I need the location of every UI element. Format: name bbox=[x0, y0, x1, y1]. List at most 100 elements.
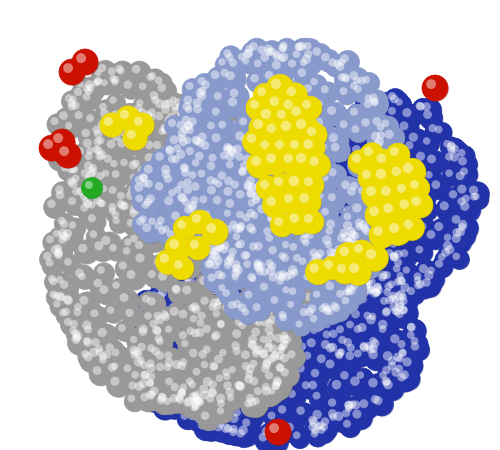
Circle shape bbox=[325, 190, 346, 212]
Circle shape bbox=[456, 171, 464, 180]
Circle shape bbox=[188, 204, 196, 212]
Circle shape bbox=[266, 234, 274, 242]
Circle shape bbox=[141, 195, 163, 217]
Circle shape bbox=[86, 170, 96, 179]
Circle shape bbox=[178, 162, 199, 182]
Circle shape bbox=[328, 193, 336, 201]
Circle shape bbox=[207, 387, 216, 397]
Circle shape bbox=[292, 254, 302, 263]
Circle shape bbox=[298, 292, 322, 315]
Circle shape bbox=[355, 216, 378, 240]
Circle shape bbox=[167, 112, 175, 121]
Circle shape bbox=[151, 171, 175, 194]
Circle shape bbox=[179, 90, 203, 113]
Circle shape bbox=[210, 239, 233, 262]
Circle shape bbox=[102, 340, 125, 363]
Circle shape bbox=[290, 243, 297, 251]
Circle shape bbox=[186, 270, 194, 278]
Circle shape bbox=[177, 193, 186, 202]
Circle shape bbox=[189, 137, 198, 145]
Circle shape bbox=[378, 373, 402, 396]
Circle shape bbox=[158, 393, 167, 402]
Circle shape bbox=[182, 374, 203, 395]
Circle shape bbox=[152, 149, 175, 172]
Circle shape bbox=[394, 181, 418, 205]
Circle shape bbox=[266, 259, 274, 267]
Circle shape bbox=[292, 38, 315, 62]
Circle shape bbox=[166, 300, 188, 323]
Circle shape bbox=[198, 358, 218, 378]
Circle shape bbox=[114, 189, 136, 210]
Circle shape bbox=[78, 166, 100, 189]
Circle shape bbox=[246, 39, 269, 62]
Circle shape bbox=[53, 300, 60, 308]
Circle shape bbox=[175, 178, 195, 198]
Circle shape bbox=[226, 421, 248, 443]
Circle shape bbox=[85, 80, 94, 89]
Circle shape bbox=[311, 262, 334, 284]
Circle shape bbox=[65, 122, 72, 129]
Circle shape bbox=[195, 418, 219, 441]
Circle shape bbox=[389, 239, 398, 248]
Circle shape bbox=[327, 139, 350, 162]
Circle shape bbox=[150, 188, 174, 212]
Circle shape bbox=[188, 325, 210, 348]
Circle shape bbox=[183, 268, 204, 288]
Circle shape bbox=[348, 220, 356, 228]
Circle shape bbox=[367, 95, 388, 116]
Circle shape bbox=[240, 47, 264, 70]
Circle shape bbox=[290, 429, 310, 449]
Circle shape bbox=[98, 64, 106, 72]
Circle shape bbox=[132, 328, 156, 353]
Circle shape bbox=[414, 272, 422, 280]
Circle shape bbox=[152, 312, 175, 335]
Circle shape bbox=[364, 274, 386, 296]
Circle shape bbox=[209, 192, 232, 215]
Circle shape bbox=[109, 208, 130, 229]
Circle shape bbox=[388, 181, 396, 189]
Circle shape bbox=[228, 266, 252, 289]
Circle shape bbox=[180, 163, 188, 171]
Circle shape bbox=[182, 103, 202, 122]
Circle shape bbox=[146, 378, 154, 387]
Circle shape bbox=[275, 342, 294, 361]
Circle shape bbox=[258, 140, 280, 162]
Circle shape bbox=[265, 45, 286, 66]
Circle shape bbox=[407, 323, 415, 331]
Circle shape bbox=[294, 308, 316, 329]
Circle shape bbox=[380, 304, 400, 325]
Circle shape bbox=[156, 161, 178, 184]
Circle shape bbox=[271, 71, 293, 92]
Circle shape bbox=[221, 423, 230, 433]
Circle shape bbox=[398, 348, 406, 356]
Circle shape bbox=[203, 158, 226, 181]
Circle shape bbox=[250, 301, 271, 322]
Circle shape bbox=[111, 79, 118, 86]
Circle shape bbox=[204, 159, 227, 181]
Circle shape bbox=[191, 212, 212, 233]
Circle shape bbox=[377, 123, 384, 130]
Circle shape bbox=[354, 244, 363, 253]
Circle shape bbox=[288, 81, 310, 103]
Circle shape bbox=[434, 222, 444, 231]
Circle shape bbox=[80, 90, 101, 111]
Circle shape bbox=[202, 81, 209, 89]
Circle shape bbox=[146, 216, 155, 225]
Circle shape bbox=[274, 117, 283, 126]
Circle shape bbox=[288, 350, 296, 359]
Circle shape bbox=[384, 197, 403, 216]
Circle shape bbox=[152, 171, 176, 195]
Circle shape bbox=[58, 293, 66, 302]
Circle shape bbox=[254, 84, 276, 105]
Circle shape bbox=[206, 260, 214, 267]
Circle shape bbox=[240, 167, 248, 176]
Circle shape bbox=[64, 175, 88, 199]
Circle shape bbox=[238, 135, 246, 144]
Circle shape bbox=[388, 294, 396, 302]
Circle shape bbox=[298, 316, 306, 324]
Circle shape bbox=[282, 335, 291, 344]
Circle shape bbox=[286, 136, 310, 160]
Circle shape bbox=[342, 348, 365, 372]
Circle shape bbox=[428, 177, 450, 200]
Circle shape bbox=[182, 267, 203, 287]
